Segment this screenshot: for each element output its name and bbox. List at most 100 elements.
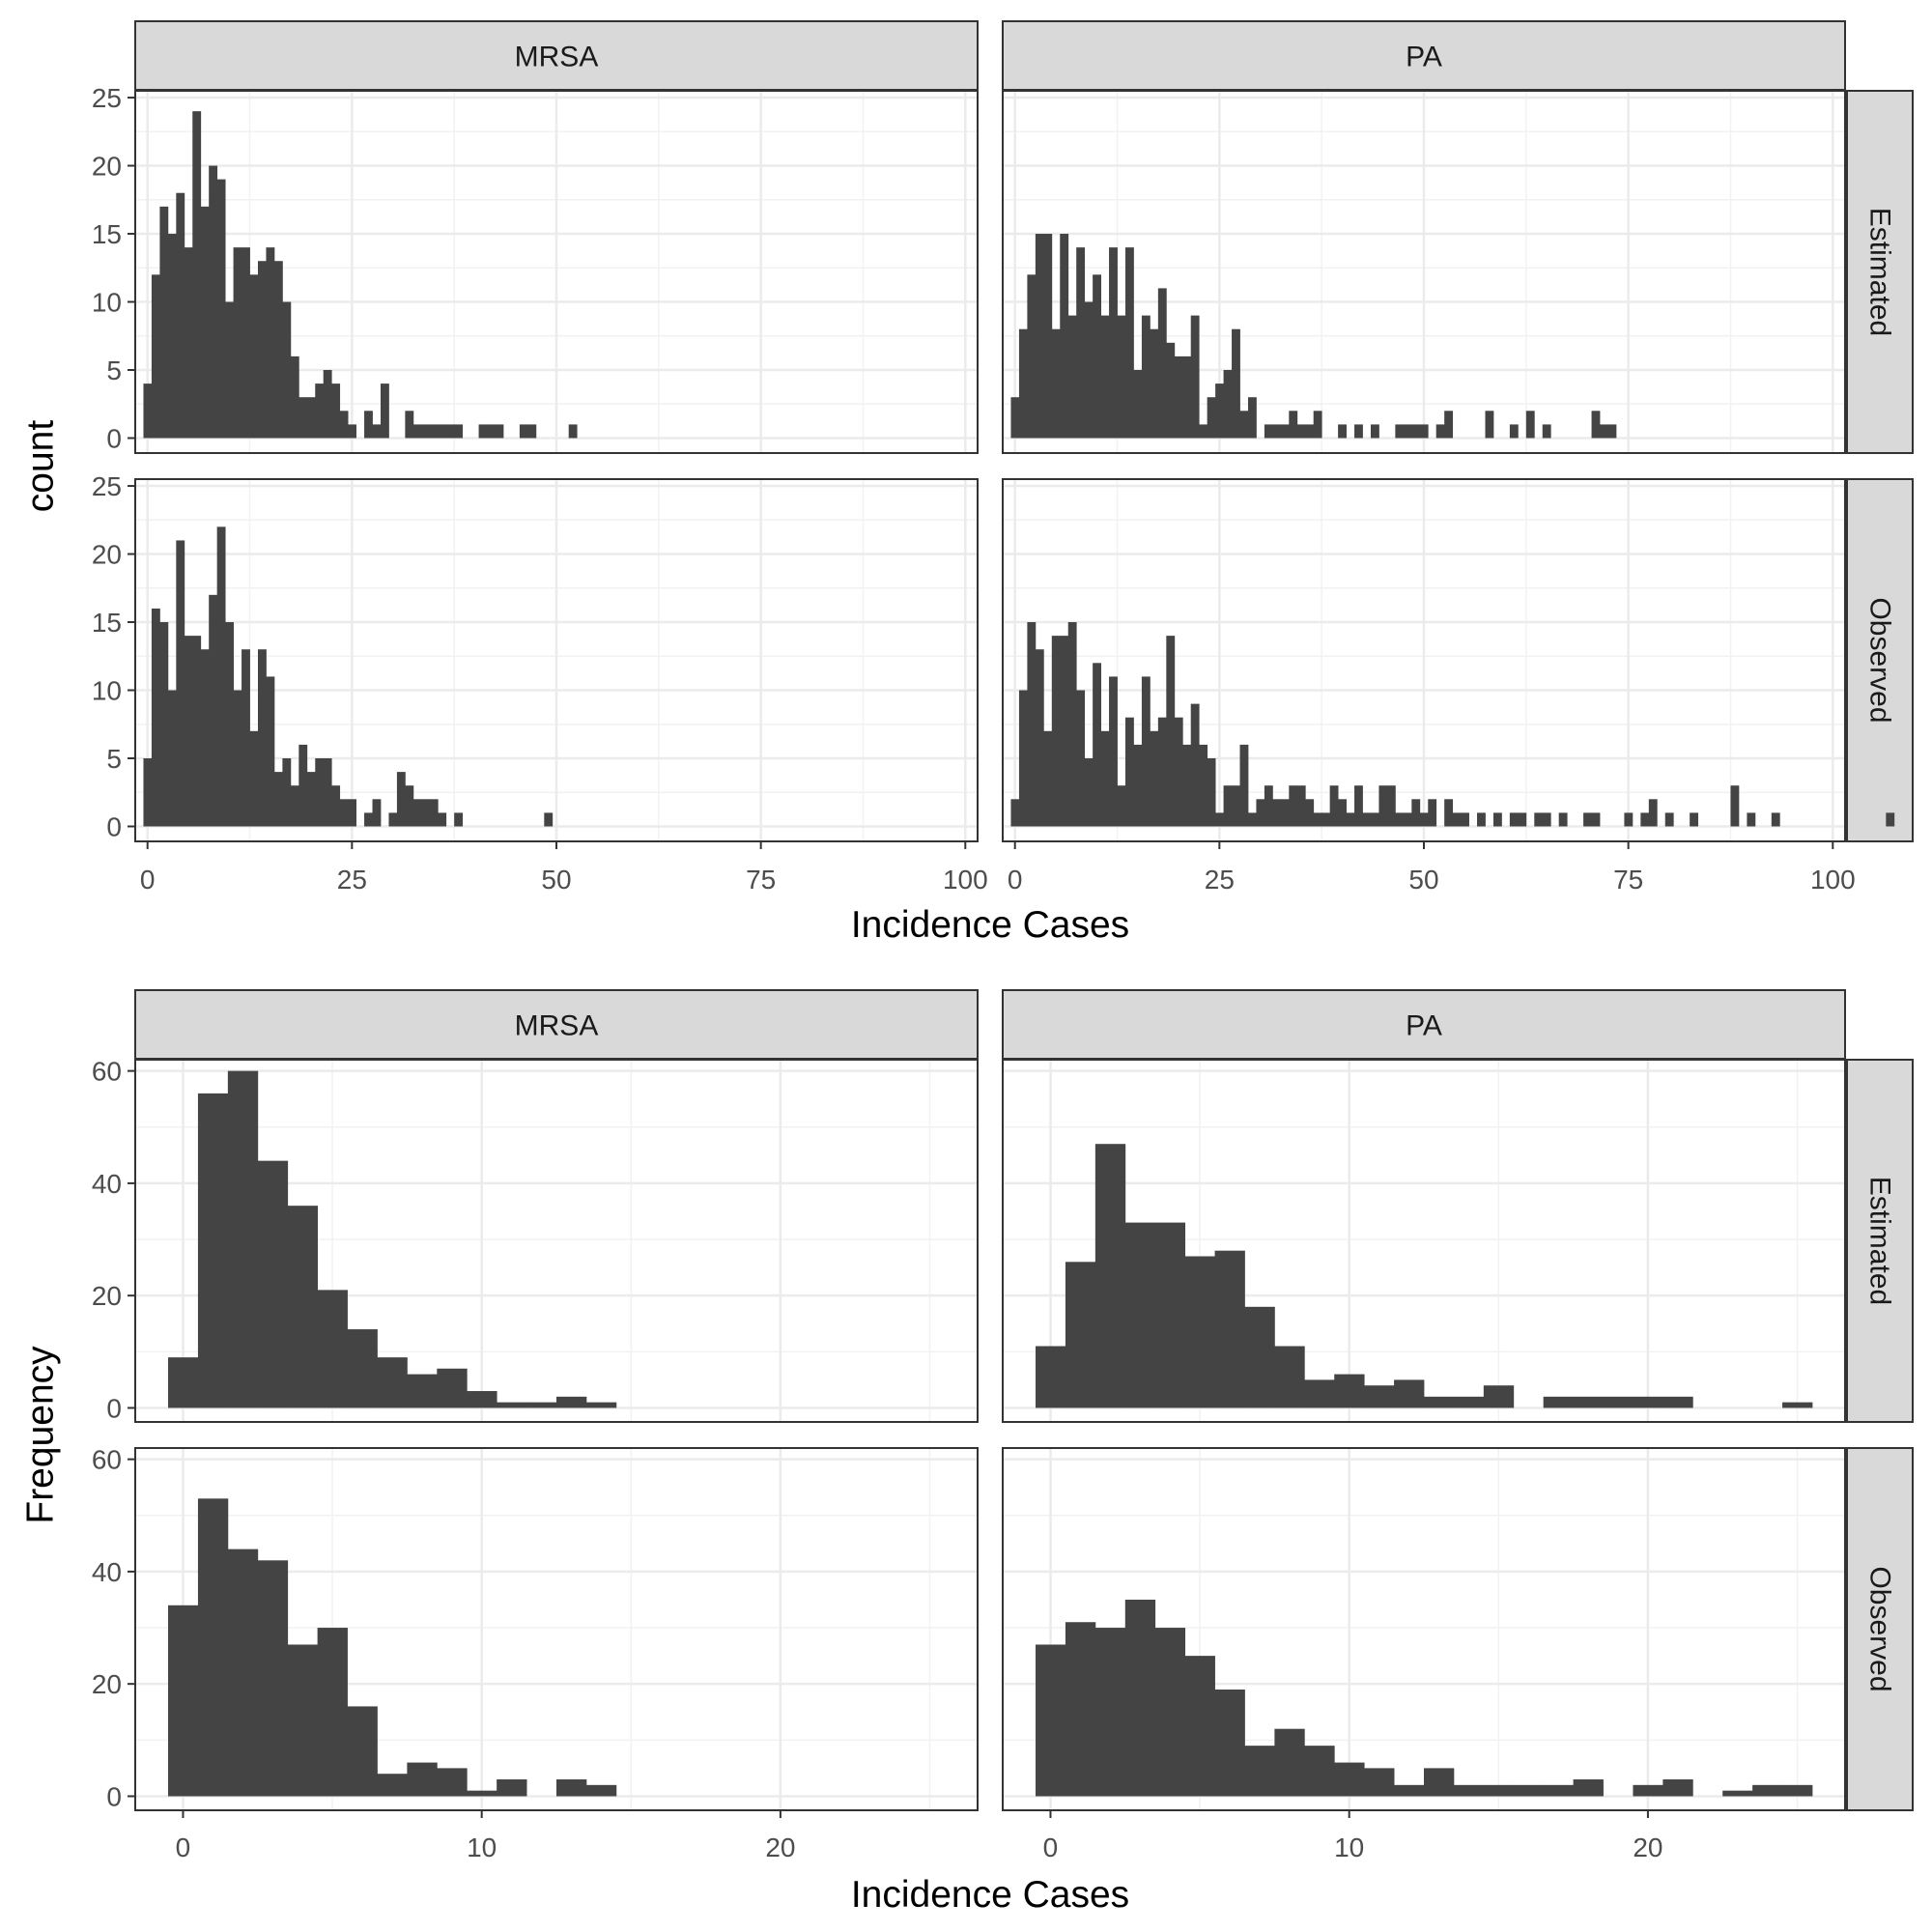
histogram-bar xyxy=(1411,424,1421,439)
histogram-bar xyxy=(1117,785,1126,827)
histogram-bar xyxy=(233,247,242,439)
panel-border xyxy=(134,1447,979,1811)
histogram-bar xyxy=(1354,785,1363,827)
histogram-bar xyxy=(1364,1385,1395,1408)
y-tick-label: 10 xyxy=(92,676,122,706)
histogram-bar xyxy=(1184,1256,1215,1408)
histogram-bar xyxy=(1573,1779,1604,1797)
histogram-bar xyxy=(200,206,210,439)
histogram-bar xyxy=(1124,1599,1156,1797)
histogram-bar xyxy=(412,424,422,439)
histogram-bar xyxy=(1036,1644,1066,1797)
histogram-bar xyxy=(1036,1346,1066,1408)
y-tick-label: 60 xyxy=(92,1057,122,1087)
histogram-bar xyxy=(1600,424,1608,439)
histogram-bar xyxy=(1782,1784,1813,1797)
histogram-bar xyxy=(1370,424,1379,439)
histogram-bar xyxy=(1109,247,1118,439)
histogram-bar xyxy=(467,1790,497,1797)
histogram-bar xyxy=(1264,785,1273,827)
histogram-bar xyxy=(282,301,292,439)
histogram-bar xyxy=(1313,812,1322,827)
histogram-bar xyxy=(1633,1784,1663,1797)
histogram-bar xyxy=(1232,785,1240,827)
histogram-bar xyxy=(298,744,308,827)
histogram-bar xyxy=(1223,370,1233,439)
histogram-bar xyxy=(306,772,316,827)
histogram-bar xyxy=(1411,799,1421,827)
histogram-bar xyxy=(1313,411,1322,439)
histogram-bar xyxy=(176,192,185,439)
histogram-bar xyxy=(315,758,325,827)
histogram-bar xyxy=(1043,234,1053,439)
histogram-bar xyxy=(1018,690,1028,827)
histogram-bar xyxy=(1166,342,1176,439)
histogram-bar xyxy=(1084,301,1094,439)
histogram-bar xyxy=(1223,785,1233,827)
histogram-bar xyxy=(405,785,414,827)
histogram-bar xyxy=(192,111,202,439)
histogram-bar xyxy=(1583,812,1592,827)
histogram-bar xyxy=(1280,424,1290,439)
histogram-bar xyxy=(290,355,299,439)
histogram-bar xyxy=(249,274,259,439)
histogram-bar xyxy=(227,1070,259,1408)
histogram-bar xyxy=(1174,717,1183,827)
histogram-bar xyxy=(1305,799,1315,827)
histogram-bar xyxy=(407,1374,438,1408)
histogram-bar xyxy=(585,1784,617,1797)
histogram-bar xyxy=(167,690,177,827)
histogram-bar xyxy=(1722,1790,1753,1797)
histogram-bar xyxy=(421,799,431,827)
histogram-bar xyxy=(1067,622,1077,827)
histogram-bar xyxy=(1346,812,1355,827)
histogram-bar xyxy=(1100,730,1110,827)
histogram-bar xyxy=(1542,424,1551,439)
histogram-bar xyxy=(1386,785,1396,827)
histogram-bar xyxy=(323,758,332,827)
histogram-bar xyxy=(1782,1402,1813,1408)
histogram-bar xyxy=(556,1779,587,1797)
histogram-bar xyxy=(1065,1622,1096,1797)
x-tick-label: 100 xyxy=(943,865,988,895)
histogram-bar xyxy=(1274,1346,1305,1408)
histogram-bar xyxy=(467,1391,497,1408)
panel-border xyxy=(1002,90,1846,454)
histogram-bar xyxy=(1452,812,1462,827)
panel-mrsa-observed: 0 20 40 60 0 10 20 xyxy=(92,1445,979,1862)
column-strip-mrsa xyxy=(134,20,979,91)
histogram-bar xyxy=(1435,424,1445,439)
histogram-bar xyxy=(1662,1779,1693,1797)
histogram-bar xyxy=(1543,1784,1575,1797)
x-tick-label: 100 xyxy=(1810,865,1856,895)
x-tick-label: 0 xyxy=(1043,1833,1059,1862)
y-tick-label: 5 xyxy=(106,744,122,774)
histogram-bar xyxy=(1154,1222,1186,1408)
histogram-bar xyxy=(1419,424,1429,439)
histogram-bar xyxy=(151,274,160,439)
histogram-bar xyxy=(287,1206,319,1408)
histogram-bar xyxy=(331,785,341,827)
panel-border xyxy=(1002,1059,1846,1423)
row-strip-estimated xyxy=(1846,1059,1914,1423)
histogram-bar xyxy=(1662,1396,1693,1408)
histogram-bar xyxy=(1370,812,1379,827)
x-tick-label: 0 xyxy=(140,865,156,895)
histogram-bar xyxy=(568,424,578,439)
histogram-bar xyxy=(257,1560,289,1797)
panel-mrsa-estimated: 0 5 10 15 20 25 xyxy=(92,83,979,454)
histogram-bar xyxy=(1395,424,1405,439)
x-tick-label: 75 xyxy=(1613,865,1643,895)
row-strip-estimated xyxy=(1846,90,1914,454)
histogram-bar xyxy=(1247,397,1257,439)
histogram-bar xyxy=(1207,397,1216,439)
x-axis-title: Incidence Cases xyxy=(851,1874,1129,1916)
panel-border xyxy=(134,1059,979,1423)
histogram-bar xyxy=(1051,636,1061,827)
histogram-bar xyxy=(348,799,356,827)
histogram-bar xyxy=(1419,812,1429,827)
histogram-bar xyxy=(1018,328,1028,439)
histogram-bar xyxy=(1378,785,1388,827)
histogram-bar xyxy=(380,384,389,439)
histogram-bar xyxy=(377,1774,408,1797)
